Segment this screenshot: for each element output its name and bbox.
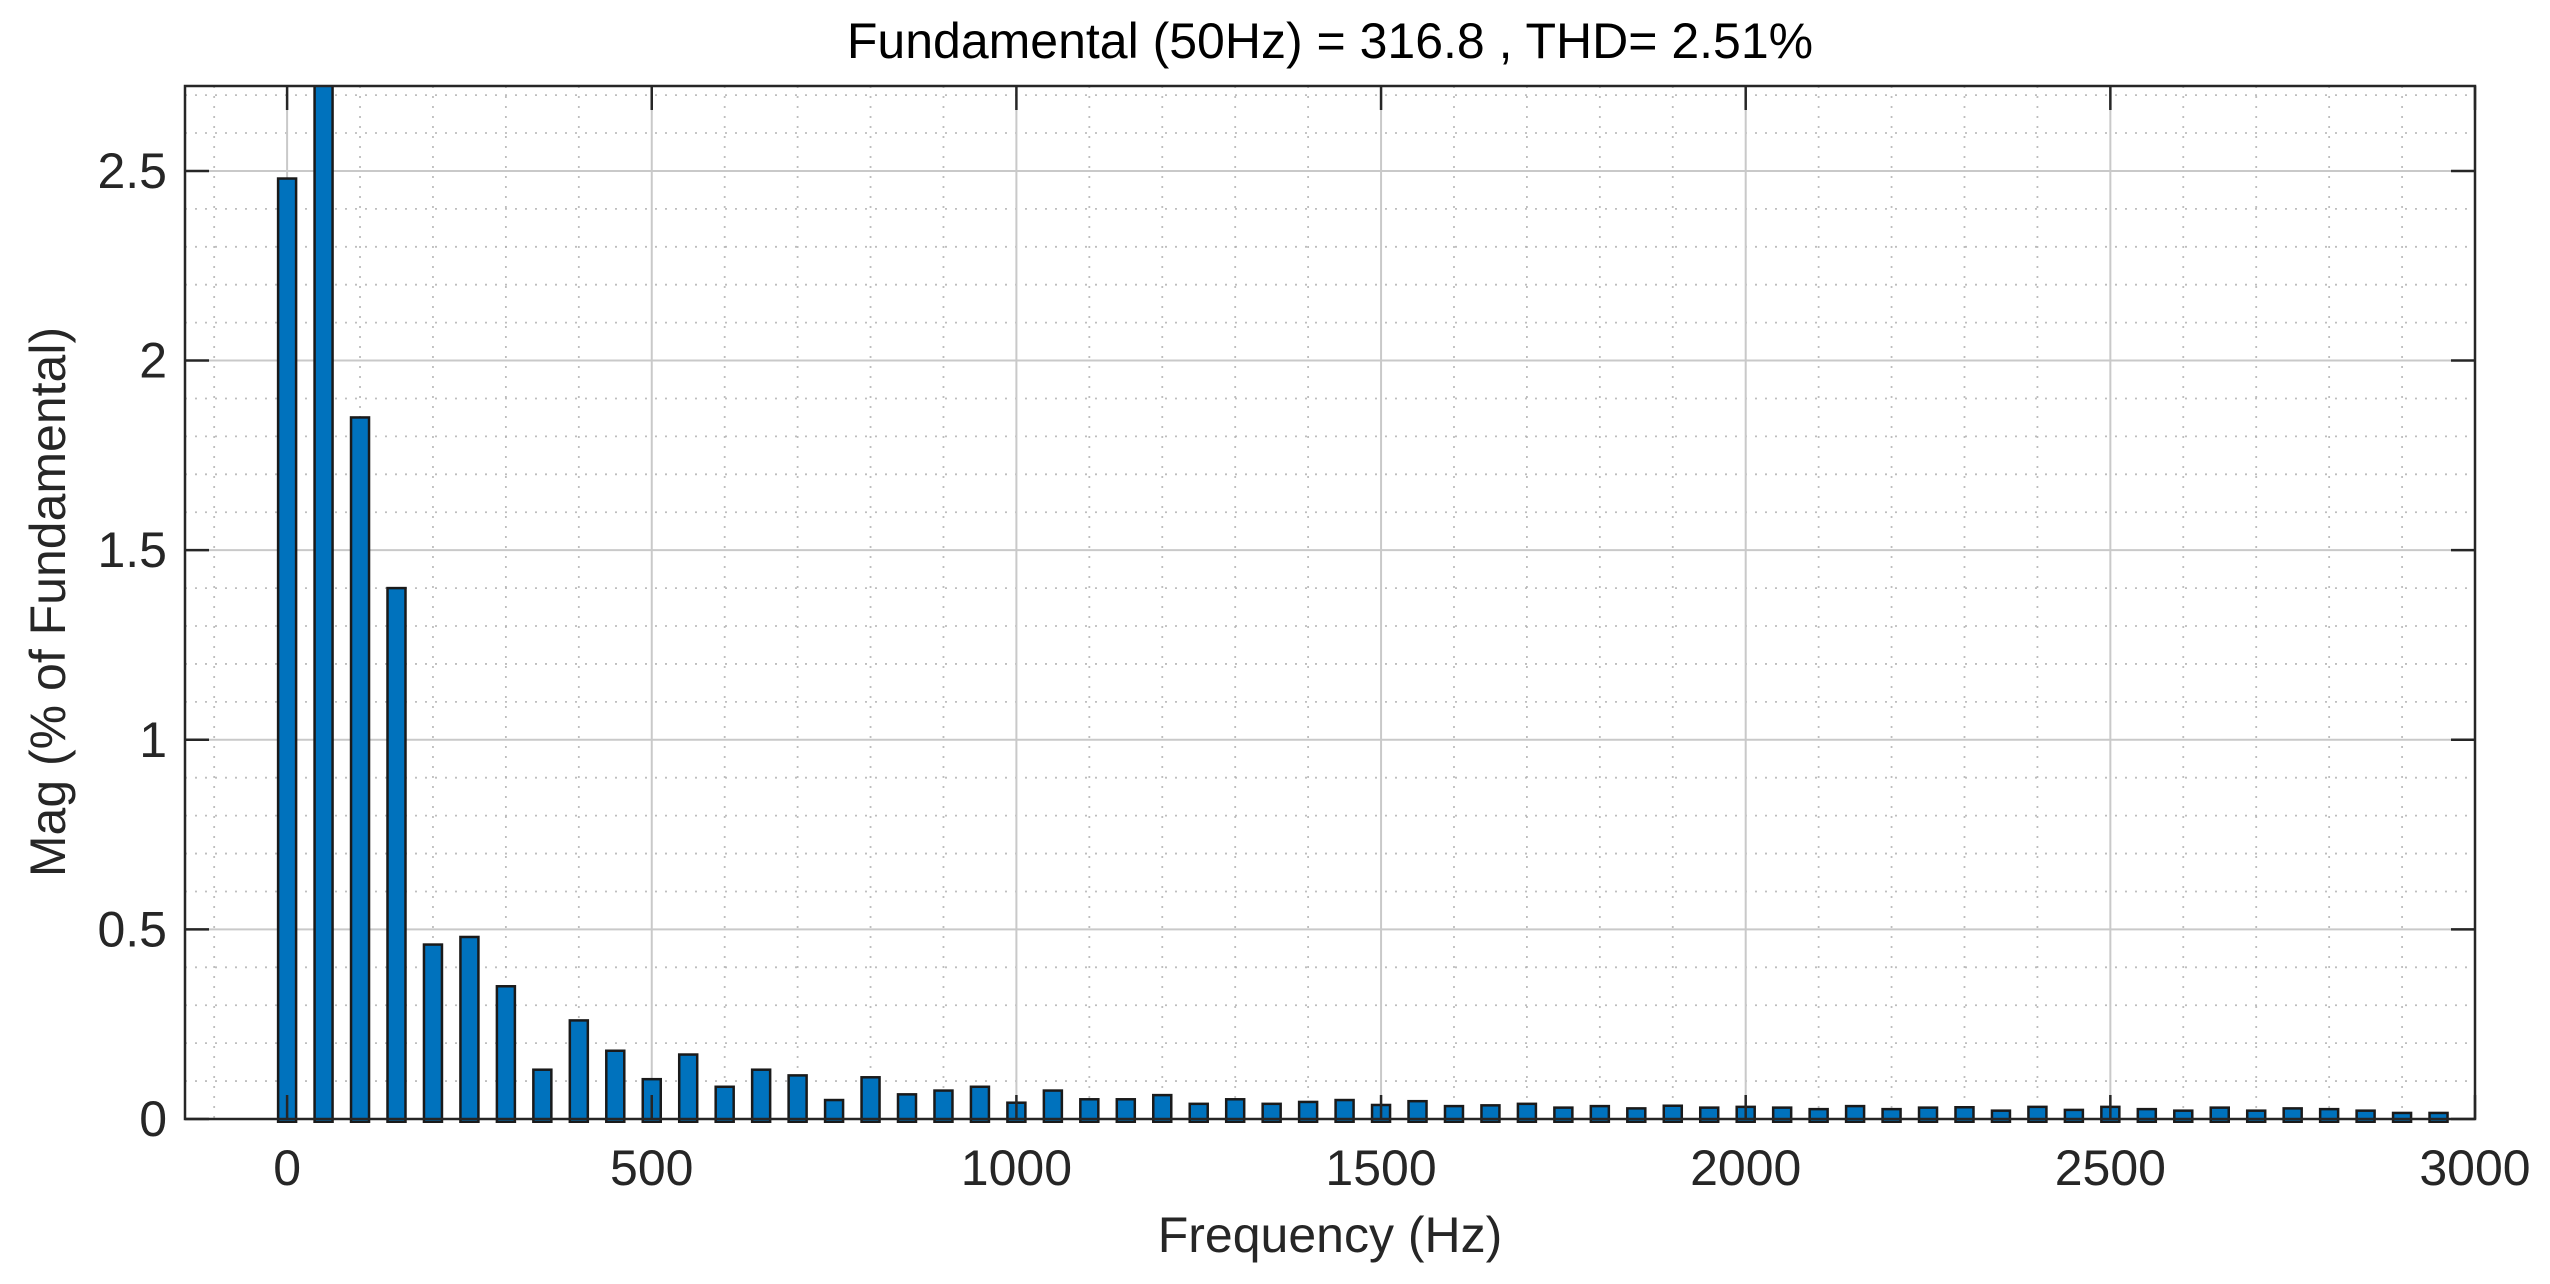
harmonic-bar (1042, 1089, 1064, 1123)
harmonic-bar (1188, 1102, 1209, 1123)
harmonic-bars (276, 86, 2449, 1123)
y-tick-label: 2 (139, 333, 167, 389)
harmonic-bar (1261, 1102, 1282, 1123)
harmonic-bar (459, 935, 480, 1123)
x-tick-label: 1000 (961, 1140, 1072, 1196)
harmonic-bar (714, 1085, 735, 1123)
harmonic-bar (823, 1098, 845, 1123)
chart-title: Fundamental (50Hz) = 316.8 , THD= 2.51% (846, 13, 1814, 69)
x-tick-label: 3000 (2419, 1140, 2530, 1196)
harmonic-bar (1152, 1093, 1173, 1123)
harmonic-bar (2391, 1111, 2413, 1123)
harmonic-bar (276, 177, 298, 1123)
harmonic-bar (568, 1019, 590, 1123)
harmonic-bar (605, 1049, 626, 1123)
harmonic-bar (2355, 1109, 2376, 1123)
harmonic-bar (750, 1068, 772, 1123)
harmonic-bar (1334, 1098, 1355, 1123)
harmonic-bar (677, 1053, 699, 1123)
harmonic-bar (1224, 1098, 1246, 1123)
y-tick-label: 0.5 (97, 901, 167, 957)
harmonic-bar (969, 1085, 991, 1123)
harmonic-bar (1115, 1098, 1137, 1123)
harmonic-bar (2245, 1109, 2267, 1123)
y-tick-label: 1.5 (97, 522, 167, 578)
harmonic-bar (2173, 1109, 2194, 1123)
x-axis-label: Frequency (Hz) (1157, 1207, 1503, 1263)
harmonic-bar (860, 1076, 881, 1123)
x-tick-label: 2000 (1690, 1140, 1801, 1196)
axes-frame (183, 84, 2477, 1121)
y-tick-label: 1 (139, 712, 167, 768)
harmonic-bar (787, 1074, 808, 1123)
harmonic-bar (933, 1089, 954, 1123)
harmonic-bar (1297, 1100, 1319, 1123)
harmonic-bar (2428, 1111, 2449, 1123)
harmonic-bar (349, 416, 371, 1123)
harmonic-bar (532, 1068, 553, 1123)
x-tick-label: 500 (610, 1140, 693, 1196)
x-tick-label: 0 (273, 1140, 301, 1196)
harmonic-bar (1407, 1099, 1428, 1123)
harmonic-bar (386, 586, 407, 1123)
harmonic-bar (422, 943, 444, 1123)
harmonic-bar (1079, 1098, 1100, 1123)
y-tick-label: 0 (139, 1091, 167, 1147)
y-axis-label: Mag (% of Fundamental) (20, 326, 76, 878)
harmonic-bar (313, 86, 334, 1123)
y-tick-label: 2.5 (97, 143, 167, 199)
x-tick-label: 2500 (2055, 1140, 2166, 1196)
harmonic-bar (1516, 1102, 1538, 1123)
harmonic-bar (495, 985, 517, 1123)
harmonic-bar (1990, 1109, 2012, 1123)
x-tick-label: 1500 (1325, 1140, 1436, 1196)
harmonic-bar (896, 1093, 918, 1123)
